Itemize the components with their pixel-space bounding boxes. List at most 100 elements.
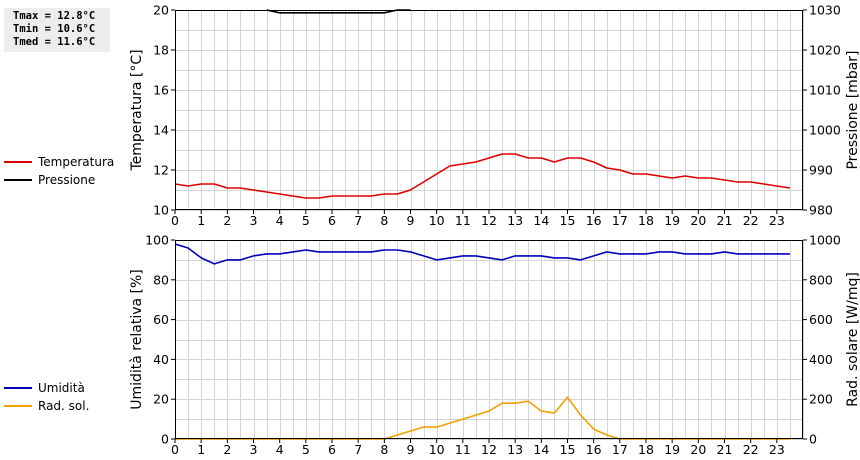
x-tick-label: 0 bbox=[171, 213, 179, 228]
right-tick-label: 990 bbox=[809, 163, 833, 178]
legend-label-solar: Rad. sol. bbox=[38, 399, 90, 413]
right-axis-title: Pressione [mbar] bbox=[845, 50, 860, 169]
x-tick-label: 8 bbox=[380, 442, 388, 457]
x-tick-label: 10 bbox=[429, 442, 445, 457]
left-tick-label: 20 bbox=[153, 392, 169, 407]
x-tick-label: 14 bbox=[533, 442, 549, 457]
x-tick-label: 14 bbox=[533, 213, 549, 228]
left-tick-label: 14 bbox=[153, 123, 169, 138]
legend-item-solar: Rad. sol. bbox=[4, 397, 89, 415]
legend-item-pressure: Pressione bbox=[4, 171, 114, 189]
left-axis-title: Temperatura [°C] bbox=[129, 49, 145, 171]
x-tick-label: 16 bbox=[586, 213, 602, 228]
x-tick-label: 18 bbox=[638, 213, 654, 228]
x-tick-label: 18 bbox=[638, 442, 654, 457]
left-tick-label: 16 bbox=[153, 83, 169, 98]
series-line-0-0 bbox=[174, 153, 791, 199]
x-tick-label: 1 bbox=[197, 442, 205, 457]
left-tick-label: 60 bbox=[153, 312, 169, 327]
x-tick-label: 21 bbox=[717, 213, 733, 228]
x-tick-label: 6 bbox=[328, 442, 336, 457]
tmax-label: Tmax = 12.8°C bbox=[13, 10, 96, 22]
left-tick-label: 18 bbox=[153, 43, 169, 58]
x-tick-label: 5 bbox=[302, 213, 310, 228]
x-tick-label: 4 bbox=[276, 213, 284, 228]
stats-box: Tmax = 12.8°C Tmin = 10.6°C Tmed = 11.6°… bbox=[4, 8, 110, 52]
legend-item-temperature: Temperatura bbox=[4, 153, 114, 171]
right-tick-label: 980 bbox=[809, 203, 833, 218]
x-tick-label: 23 bbox=[769, 442, 785, 457]
right-tick-label: 1000 bbox=[809, 233, 841, 248]
right-tick-label: 0 bbox=[809, 432, 817, 447]
legend-label-humidity: Umidità bbox=[38, 381, 85, 395]
left-tick-label: 100 bbox=[145, 233, 169, 248]
legend-label-pressure: Pressione bbox=[38, 173, 96, 187]
x-tick-label: 20 bbox=[690, 213, 706, 228]
x-tick-label: 9 bbox=[407, 442, 415, 457]
x-tick-label: 22 bbox=[743, 213, 759, 228]
right-tick-label: 1030 bbox=[809, 3, 841, 18]
left-tick-label: 80 bbox=[153, 272, 169, 287]
right-tick-label: 800 bbox=[809, 272, 833, 287]
x-tick-label: 15 bbox=[560, 213, 576, 228]
x-tick-label: 7 bbox=[354, 213, 362, 228]
right-tick-label: 200 bbox=[809, 392, 833, 407]
x-tick-label: 11 bbox=[455, 442, 471, 457]
x-tick-label: 19 bbox=[664, 213, 680, 228]
tmed-label: Tmed = 11.6°C bbox=[13, 36, 96, 48]
x-tick-label: 20 bbox=[690, 442, 706, 457]
left-tick-label: 0 bbox=[161, 432, 169, 447]
x-tick-label: 12 bbox=[481, 213, 497, 228]
legend-swatch-temperature bbox=[4, 161, 32, 163]
left-axis-title: Umidità relativa [%] bbox=[129, 269, 145, 410]
x-tick-label: 21 bbox=[717, 442, 733, 457]
x-tick-label: 12 bbox=[481, 442, 497, 457]
x-tick-label: 22 bbox=[743, 442, 759, 457]
x-tick-label: 2 bbox=[223, 213, 231, 228]
x-tick-label: 9 bbox=[407, 213, 415, 228]
left-tick-label: 10 bbox=[153, 203, 169, 218]
x-tick-label: 5 bbox=[302, 442, 310, 457]
legend-swatch-pressure bbox=[4, 179, 32, 181]
x-tick-label: 17 bbox=[612, 442, 628, 457]
x-tick-label: 6 bbox=[328, 213, 336, 228]
x-tick-label: 23 bbox=[769, 213, 785, 228]
x-tick-label: 2 bbox=[223, 442, 231, 457]
x-tick-label: 19 bbox=[664, 442, 680, 457]
right-tick-label: 1000 bbox=[809, 123, 841, 138]
x-tick-label: 13 bbox=[507, 442, 523, 457]
left-tick-label: 20 bbox=[153, 3, 169, 18]
x-tick-label: 8 bbox=[380, 213, 388, 228]
right-axis-title: Rad. solare [W/mq] bbox=[845, 272, 860, 407]
x-tick-label: 7 bbox=[354, 442, 362, 457]
left-tick-label: 40 bbox=[153, 352, 169, 367]
x-tick-label: 3 bbox=[250, 442, 258, 457]
x-tick-label: 13 bbox=[507, 213, 523, 228]
x-tick-label: 16 bbox=[586, 442, 602, 457]
plot-frame bbox=[175, 240, 803, 439]
series-line-1-0 bbox=[174, 243, 790, 265]
left-tick-label: 12 bbox=[153, 163, 169, 178]
top-legend: Temperatura Pressione bbox=[4, 153, 114, 189]
right-tick-label: 400 bbox=[809, 352, 833, 367]
right-tick-label: 600 bbox=[809, 312, 833, 327]
x-tick-label: 10 bbox=[429, 213, 445, 228]
x-tick-label: 0 bbox=[171, 442, 179, 457]
x-tick-label: 4 bbox=[276, 442, 284, 457]
right-tick-label: 1010 bbox=[809, 83, 841, 98]
right-tick-label: 1020 bbox=[809, 43, 841, 58]
x-tick-label: 11 bbox=[455, 213, 471, 228]
bottom-legend: Umidità Rad. sol. bbox=[4, 379, 89, 415]
x-tick-label: 17 bbox=[612, 213, 628, 228]
tmin-label: Tmin = 10.6°C bbox=[13, 23, 96, 35]
x-tick-label: 15 bbox=[560, 442, 576, 457]
legend-swatch-solar bbox=[4, 405, 32, 407]
legend-swatch-humidity bbox=[4, 387, 32, 389]
legend-item-humidity: Umidità bbox=[4, 379, 89, 397]
x-tick-label: 3 bbox=[250, 213, 258, 228]
plot-frame bbox=[175, 10, 803, 210]
legend-label-temperature: Temperatura bbox=[38, 155, 115, 169]
